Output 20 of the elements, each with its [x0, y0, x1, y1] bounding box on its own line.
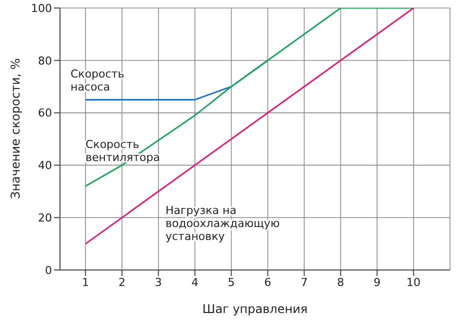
y-tick-label: 60 — [38, 106, 52, 120]
x-tick-label: 6 — [264, 276, 272, 289]
x-tick-label: 2 — [118, 276, 126, 289]
y-tick-label: 80 — [38, 54, 52, 68]
x-tick-label: 3 — [154, 276, 162, 289]
x-axis-title: Шаг управления — [202, 302, 308, 316]
y-tick-label: 40 — [38, 159, 52, 172]
y-tick-label: 20 — [38, 212, 52, 225]
x-tick-label: 1 — [82, 276, 90, 289]
series-label: Нагрузка на водоохлаждающую установку — [166, 204, 280, 243]
x-tick-label: 5 — [228, 276, 235, 289]
x-tick-label: 8 — [337, 276, 344, 289]
y-axis-title: Значение скорости, % — [8, 58, 22, 199]
x-tick-label: 10 — [406, 276, 421, 289]
y-tick-label: 0 — [45, 264, 52, 277]
series-label: Скорость насоса — [70, 68, 124, 94]
x-tick-label: 9 — [374, 276, 381, 289]
x-tick-label: 4 — [191, 276, 198, 289]
x-tick-label: 7 — [300, 276, 308, 289]
y-tick-label: 100 — [31, 2, 52, 15]
